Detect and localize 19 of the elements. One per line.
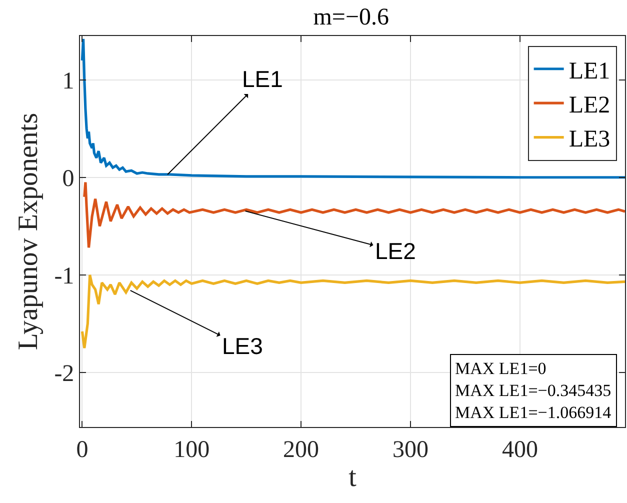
x-tick-label: 200 [283, 436, 320, 463]
annotation: LE1 [242, 66, 283, 92]
y-tick-label: 0 [62, 166, 74, 192]
annotation: LE2 [375, 238, 416, 264]
annotation: MAX LE1=0 MAX LE1=−0.345435 MAX LE1=−1.066914 [455, 359, 612, 422]
x-axis-title: t [348, 462, 357, 493]
legend-label: LE2 [568, 92, 610, 118]
chart-title: m=−0.6 [313, 4, 389, 30]
y-tick-label: -2 [54, 360, 74, 387]
y-axis-title: Lyapunov Exponents [12, 112, 44, 350]
x-tick-label: 300 [392, 436, 428, 463]
x-tick-label: 400 [502, 436, 538, 463]
legend-label: LE1 [568, 58, 610, 84]
line-series [80, 38, 625, 179]
annotation: LE3 [222, 333, 263, 359]
x-tick-label: 100 [174, 436, 210, 463]
legend-label: LE3 [568, 126, 610, 153]
y-tick-label: 1 [62, 68, 74, 94]
y-tick-label: -1 [54, 263, 74, 290]
